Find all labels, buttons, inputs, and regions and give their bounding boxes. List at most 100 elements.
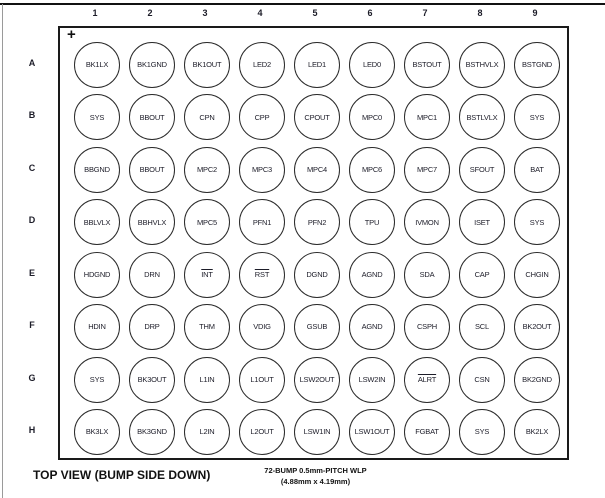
bump-F7: CSPH: [404, 304, 450, 351]
bump-label: L2IN: [199, 427, 215, 437]
bump-A9: BSTGND: [514, 42, 560, 88]
bump-H9: BK2LX: [514, 409, 560, 455]
bump-G1: SYS: [74, 356, 120, 403]
bump-E7: SDA: [404, 251, 450, 298]
bump-label: MPC2: [196, 165, 218, 175]
bump-G4: L1OUT: [239, 356, 285, 403]
bump-label: SYS: [474, 427, 490, 437]
bump-label: BBOUT: [139, 112, 165, 122]
bump-C1: BBGND: [74, 146, 120, 193]
bump-label: BAT: [530, 165, 544, 175]
bump-C4: MPC3: [239, 146, 285, 193]
bump-D1: BBLVLX: [74, 199, 120, 246]
row-header-B: B: [28, 110, 36, 121]
bump-B4: CPP: [239, 94, 285, 141]
bump-D2: BBHVLX: [129, 199, 175, 246]
bump-B3: CPN: [184, 94, 230, 141]
row-header-D: D: [28, 215, 36, 226]
left-rule-divider: [2, 4, 3, 498]
row-header-F: F: [29, 320, 35, 331]
bump-label: SYS: [529, 112, 545, 122]
bump-label: DGND: [306, 269, 328, 279]
bump-label: MPC0: [361, 112, 383, 122]
bump-label: LSW2IN: [358, 374, 386, 384]
column-header-5: 5: [312, 8, 318, 18]
column-header-6: 6: [367, 8, 373, 18]
bump-label: VDIG: [253, 322, 271, 332]
bump-label: MPC3: [251, 165, 273, 175]
bump-label: BK1GND: [137, 60, 167, 70]
bump-E3: INT: [184, 251, 230, 298]
bump-B6: MPC0: [349, 94, 395, 141]
bump-label: ALRT: [417, 374, 437, 384]
row-header-H: H: [28, 425, 36, 435]
bump-label: THM: [199, 322, 215, 332]
row-header-E: E: [28, 267, 35, 278]
bump-E6: AGND: [349, 251, 395, 298]
bump-H4: L2OUT: [239, 409, 285, 455]
bump-label: BK1LX: [85, 60, 109, 70]
bump-label: L1OUT: [250, 374, 274, 384]
bump-A5: LED1: [294, 42, 340, 88]
bump-E2: DRN: [129, 251, 175, 298]
bump-label: BBGND: [84, 165, 110, 175]
bump-H6: LSW1OUT: [349, 409, 395, 455]
row-header-A: A: [28, 58, 36, 68]
bump-H2: BK3GND: [129, 409, 175, 455]
bump-label: DRN: [144, 269, 160, 279]
bump-label: BK2LX: [525, 427, 549, 437]
bump-label: LSW1OUT: [354, 427, 390, 437]
bump-label: ISET: [474, 217, 490, 227]
bump-label: BBLVLX: [83, 217, 111, 227]
bump-label: MPC6: [361, 165, 383, 175]
bump-label: PFN1: [252, 217, 272, 227]
bump-C5: MPC4: [294, 146, 340, 193]
column-header-8: 8: [477, 8, 483, 18]
bump-label: FGBAT: [415, 427, 439, 437]
bump-H8: SYS: [459, 409, 505, 455]
bump-A7: BSTOUT: [404, 42, 450, 88]
bump-label: RST: [254, 269, 270, 279]
bump-label: GSUB: [306, 322, 328, 332]
bump-F9: BK2OUT: [514, 304, 560, 351]
bump-label: HDGND: [83, 269, 111, 279]
bump-label: CPN: [199, 112, 215, 122]
bump-E9: CHGIN: [514, 251, 560, 298]
bump-label: SCL: [475, 322, 489, 332]
bump-label: BBHVLX: [137, 217, 167, 227]
bump-label: SYS: [529, 217, 545, 227]
bump-D3: MPC5: [184, 199, 230, 246]
bump-A3: BK1OUT: [184, 42, 230, 88]
bump-D4: PFN1: [239, 199, 285, 246]
bump-G9: BK2GND: [514, 356, 560, 403]
bump-label: LSW2OUT: [299, 374, 335, 384]
package-caption: 72-BUMP 0.5mm-PITCH WLP (4.88mm x 4.19mm…: [228, 466, 403, 488]
bump-label: CPP: [254, 112, 270, 122]
bump-E1: HDGND: [74, 251, 120, 298]
bump-label: SYS: [89, 374, 105, 384]
bump-label: HDIN: [88, 322, 106, 332]
bump-H7: FGBAT: [404, 409, 450, 455]
bump-C3: MPC2: [184, 146, 230, 193]
bump-G7: ALRT: [404, 356, 450, 403]
bump-label: LED0: [363, 60, 381, 70]
bump-D6: TPU: [349, 199, 395, 246]
bump-F8: SCL: [459, 304, 505, 351]
bump-label: MPC5: [196, 217, 218, 227]
bump-A2: BK1GND: [129, 42, 175, 88]
bump-label: MPC7: [416, 165, 438, 175]
bump-label: SDA: [419, 269, 435, 279]
bump-label: LSW1IN: [303, 427, 331, 437]
column-header-1: 1: [92, 8, 98, 18]
bump-G6: LSW2IN: [349, 356, 395, 403]
bump-F1: HDIN: [74, 304, 120, 351]
bump-B8: BSTLVLX: [459, 94, 505, 141]
bump-C6: MPC6: [349, 146, 395, 193]
bump-D7: IVMON: [404, 199, 450, 246]
bump-label: BSTLVLX: [466, 112, 498, 122]
column-header-4: 4: [257, 8, 263, 18]
bump-label: PFN2: [307, 217, 327, 227]
bump-label: CHGIN: [525, 269, 549, 279]
bump-B9: SYS: [514, 94, 560, 141]
